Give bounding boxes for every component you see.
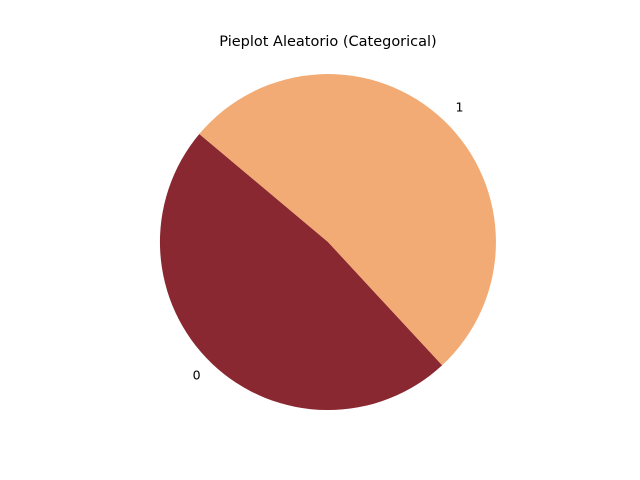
- pie-slices: [160, 74, 496, 410]
- pie-label-0: 0: [193, 367, 201, 382]
- pie-label-1: 1: [455, 100, 463, 115]
